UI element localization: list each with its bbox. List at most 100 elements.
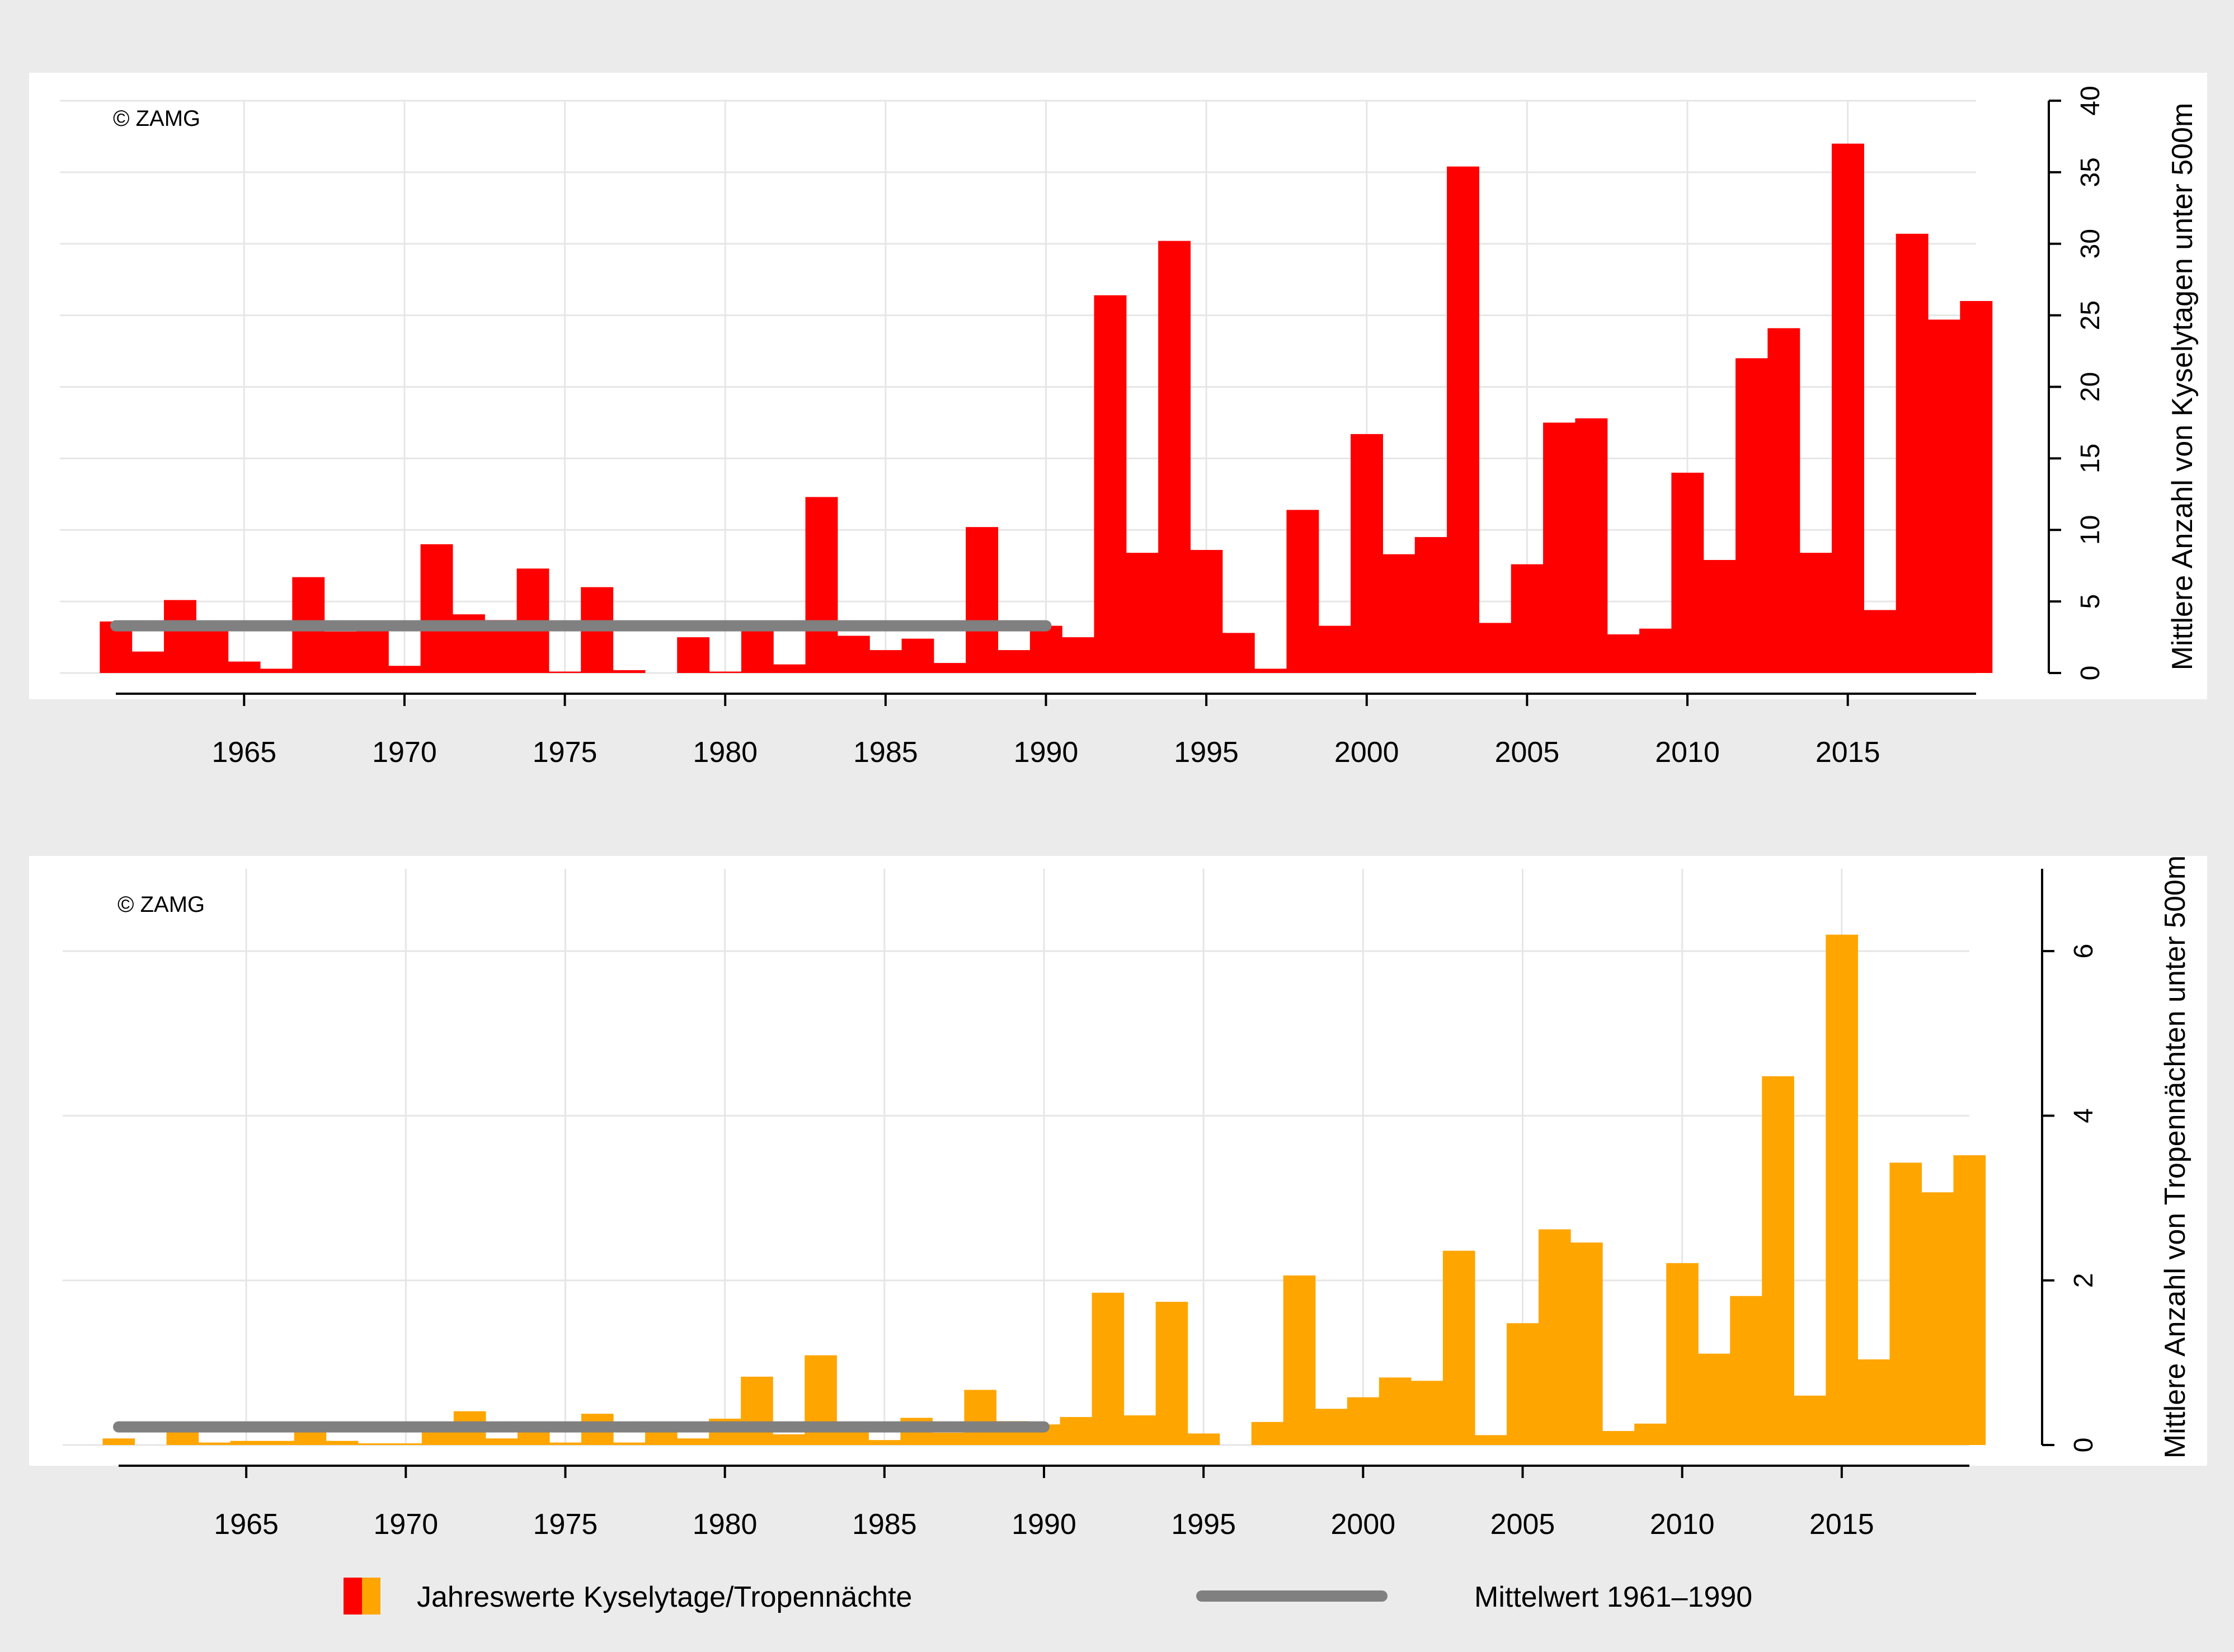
x-tick-label: 1990 — [1012, 1508, 1076, 1541]
bar-2010 — [1671, 472, 1704, 673]
legend-bars-label: Jahreswerte Kyselytage/Tropennächte — [417, 1581, 912, 1613]
y-tick-label: 20 — [2076, 372, 2105, 402]
bar-2002 — [1410, 1381, 1443, 1445]
bar-1971 — [420, 544, 453, 673]
bar-1975 — [549, 1442, 582, 1445]
bar-2015 — [1826, 934, 1858, 1445]
bar-2007 — [1570, 1242, 1603, 1445]
legend: Jahreswerte Kyselytage/Tropennächte Mitt… — [344, 1578, 1752, 1615]
bar-1970 — [389, 1443, 422, 1445]
bar-1982 — [773, 1434, 805, 1445]
y-tick-label: 0 — [2069, 1438, 2099, 1453]
x-tick-label: 2000 — [1331, 1508, 1396, 1541]
bar-1979 — [677, 1438, 709, 1445]
x-tick-label: 1965 — [214, 1508, 279, 1541]
bar-2009 — [1634, 1423, 1667, 1445]
bar-1984 — [837, 636, 870, 673]
chart-kyselytage: © ZAMG 1965 1970 1975 1980 1985 1990 1995 2000 2… — [29, 73, 2207, 769]
bar-2011 — [1698, 1353, 1730, 1445]
bar-2003 — [1442, 1250, 1475, 1445]
y-tick-label: 5 — [2076, 594, 2105, 609]
bar-1982 — [773, 664, 806, 673]
bar-2003 — [1447, 166, 1480, 673]
bar-2019 — [1960, 301, 1993, 673]
x-tick-label: 2015 — [1816, 736, 1880, 769]
bar-2005 — [1511, 564, 1544, 673]
bar-2004 — [1479, 623, 1512, 673]
bar-1999 — [1315, 1409, 1348, 1445]
y-tick-label: 25 — [2076, 300, 2105, 330]
copyright-label: © ZAMG — [117, 892, 205, 917]
x-tick-label: 2005 — [1490, 1508, 1555, 1541]
x-tick-label: 2005 — [1495, 736, 1560, 769]
x-tick-label: 2010 — [1650, 1508, 1715, 1541]
bar-2001 — [1379, 1377, 1412, 1445]
x-tick-label: 1995 — [1171, 1508, 1236, 1541]
bar-1998 — [1286, 510, 1319, 673]
bar-1965 — [230, 1441, 263, 1445]
bar-2013 — [1762, 1076, 1794, 1445]
x-axis: 1965 1970 1975 1980 1985 1990 1995 2000 2005 2010… — [119, 1465, 1969, 1541]
x-tick-label: 1995 — [1174, 736, 1239, 769]
x-tick-label: 1980 — [693, 1508, 758, 1541]
bar-2008 — [1602, 1430, 1635, 1445]
bar-1973 — [485, 1438, 518, 1445]
bar-1991 — [1060, 1416, 1093, 1445]
bar-1995 — [1190, 550, 1223, 673]
bar-2007 — [1575, 418, 1608, 673]
bar-1989 — [998, 650, 1031, 673]
bar-1981 — [741, 628, 774, 673]
bar-1969 — [356, 628, 389, 673]
bar-1993 — [1126, 553, 1159, 673]
y-tick-label: 4 — [2069, 1108, 2099, 1123]
x-tick-label: 1965 — [211, 736, 276, 769]
bar-1987 — [932, 1432, 965, 1445]
bar-1974 — [517, 1430, 550, 1445]
bar-1970 — [388, 666, 421, 673]
y-axis-label: Mittlere Anzahl von Kyselytagen unter 50… — [2166, 103, 2199, 671]
bar-2014 — [1799, 553, 1832, 673]
bar-2017 — [1889, 1162, 1922, 1445]
bar-1964 — [198, 1442, 231, 1445]
bar-1969 — [358, 1443, 391, 1445]
bar-1990 — [1029, 625, 1062, 673]
bar-2018 — [1928, 319, 1960, 673]
y-tick-label: 15 — [2076, 444, 2105, 473]
bar-1994 — [1155, 1301, 1188, 1445]
bar-1994 — [1158, 241, 1191, 673]
bar-2018 — [1921, 1192, 1954, 1445]
x-axis: 1965 1970 1975 1980 1985 1990 1995 2000 2005 2010… — [116, 693, 1976, 769]
bar-1986 — [901, 638, 934, 673]
chart-tropennaechte: © ZAMG 1965 1970 1975 1980 1985 1990 1995 2000 2… — [29, 855, 2207, 1541]
bar-1988 — [966, 527, 999, 673]
bar-1985 — [869, 650, 902, 673]
bar-1980 — [709, 671, 742, 673]
copyright-label: © ZAMG — [113, 106, 200, 131]
x-tick-label: 1985 — [852, 1508, 917, 1541]
bar-1992 — [1092, 1292, 1125, 1445]
bar-2002 — [1414, 537, 1447, 673]
x-tick-label: 1975 — [533, 736, 598, 769]
bar-1981 — [741, 1376, 773, 1445]
bar-1997 — [1254, 669, 1287, 673]
bar-2011 — [1703, 559, 1736, 673]
y-tick-label: 6 — [2069, 944, 2099, 959]
bar-2004 — [1474, 1435, 1507, 1445]
bar-2014 — [1794, 1395, 1826, 1445]
y-axis: 0 2 4 6 — [2041, 869, 2099, 1453]
bar-2001 — [1382, 554, 1415, 673]
bar-2006 — [1543, 422, 1576, 673]
x-tick-label: 1970 — [372, 736, 437, 769]
bar-2016 — [1864, 610, 1897, 673]
bar-2012 — [1736, 358, 1768, 673]
y-axis-label: Mittlere Anzahl von Tropennächten unter … — [2159, 855, 2191, 1458]
bar-1993 — [1123, 1415, 1156, 1445]
bar-2012 — [1730, 1296, 1762, 1445]
x-tick-label: 1975 — [533, 1508, 598, 1541]
bar-2006 — [1539, 1229, 1571, 1445]
y-axis: 0 5 10 15 20 25 30 35 40 — [2048, 86, 2105, 680]
bar-1995 — [1187, 1433, 1220, 1445]
x-tick-label: 2010 — [1655, 736, 1720, 769]
bar-1998 — [1283, 1275, 1316, 1445]
